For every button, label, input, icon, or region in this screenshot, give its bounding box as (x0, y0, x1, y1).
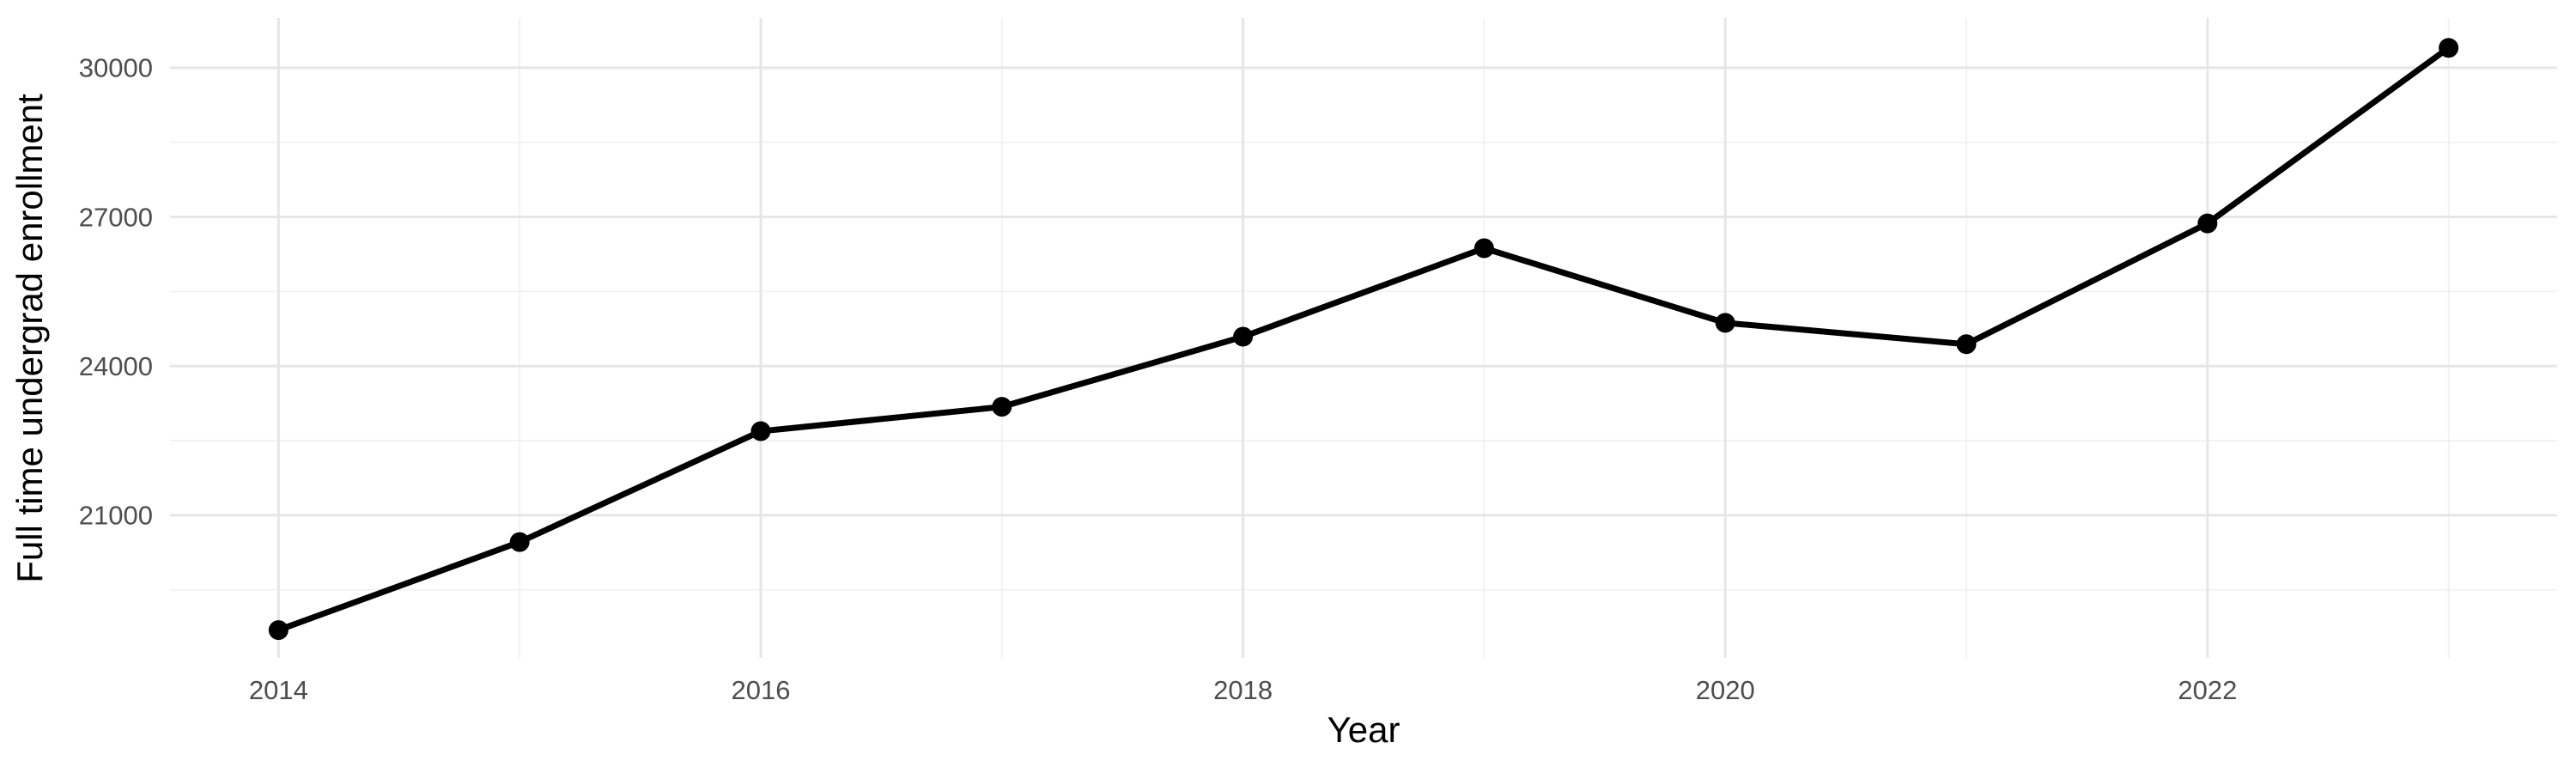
data-series (268, 38, 2459, 641)
y-axis-title: Full time undergrad enrollment (9, 94, 50, 583)
minor-gridlines (170, 18, 2557, 658)
data-point-2018 (1233, 326, 1254, 347)
enrollment-trend-line (275, 45, 2452, 634)
data-point-2020 (1715, 313, 1735, 333)
data-point-2022 (2197, 213, 2218, 234)
x-axis-tick-labels: 2014 2016 2018 2020 2022 (249, 675, 2237, 705)
data-point-2019 (1473, 238, 1494, 259)
y-tick-label: 21000 (79, 501, 153, 531)
y-tick-label: 27000 (79, 202, 153, 232)
data-point-2014 (268, 620, 289, 641)
x-tick-label: 2018 (1213, 675, 1273, 705)
data-point-2015 (509, 532, 530, 552)
x-tick-label: 2020 (1696, 675, 1755, 705)
x-axis-title: Year (1327, 709, 1400, 750)
major-gridlines (170, 18, 2557, 658)
y-tick-label: 24000 (79, 351, 153, 381)
data-point-2021 (1956, 334, 1977, 355)
y-axis-tick-labels: 21000 24000 27000 30000 (79, 53, 153, 531)
x-tick-label: 2016 (731, 675, 790, 705)
data-point-2023 (2439, 38, 2459, 58)
x-tick-label: 2014 (249, 675, 308, 705)
x-tick-label: 2022 (2178, 675, 2237, 705)
data-point-2016 (750, 421, 771, 441)
y-tick-label: 30000 (79, 53, 153, 83)
data-point-2017 (992, 397, 1012, 417)
